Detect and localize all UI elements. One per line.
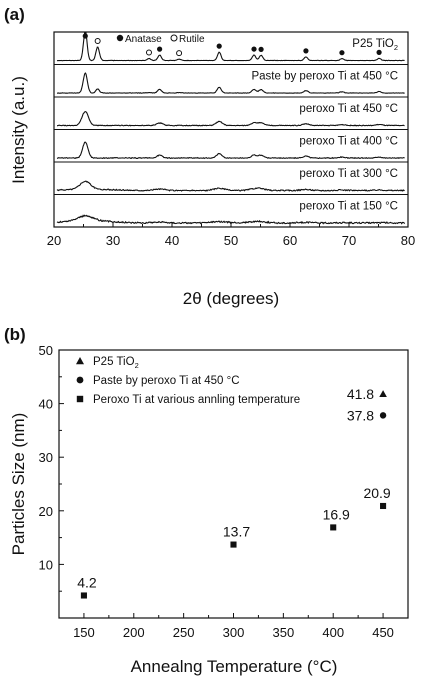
panel-a-series-labels: P25 TiO2 Paste by peroxo Ti at 450 °C pero…: [251, 38, 398, 213]
x-tick-label: 40: [165, 233, 179, 248]
panel-a: (a) Anatase Rutile P25 TiO2 Paste by pero…: [4, 5, 415, 308]
x-tick-label: 200: [123, 625, 145, 640]
x-tick-label: 250: [173, 625, 195, 640]
square-data-point: [230, 541, 237, 548]
anatase-marker: [251, 46, 257, 52]
square-legend-marker: [76, 395, 84, 403]
x-tick-label: 300: [223, 625, 245, 640]
rutile-marker: [176, 50, 183, 57]
legend-label: P25 TiO2: [93, 356, 139, 370]
x-tick-label: 400: [322, 625, 344, 640]
xrd-trace: [56, 32, 405, 62]
x-tick-label: 450: [372, 625, 394, 640]
series-label: Paste by peroxo Ti at 450 °C: [251, 71, 398, 83]
panel-b-legend: P25 TiO2 Paste by peroxo Ti at 450 °C Pero…: [76, 356, 300, 406]
anatase-marker: [303, 48, 309, 54]
triangle-legend-marker: [76, 357, 84, 365]
square-data-point: [80, 592, 87, 599]
panel-b: (b) 150 200 250 300 350 400 450 10 20 30 40 50 P25 …: [4, 325, 409, 676]
series-label: peroxo Ti at 450 °C: [299, 103, 398, 115]
legend-label: Paste by peroxo Ti at 450 °C: [93, 375, 240, 387]
series-label: peroxo Ti at 300 °C: [299, 168, 398, 180]
y-tick-label: 50: [39, 343, 53, 358]
rutile-legend-label: Rutile: [179, 34, 205, 45]
xrd-trace: [56, 72, 405, 94]
x-tick-label: 20: [47, 233, 61, 248]
panel-a-y-axis-label: Intensity (a.u.): [9, 76, 28, 184]
data-label: 41.8: [347, 386, 374, 402]
panel-a-traces: [56, 32, 406, 225]
panel-a-x-axis-label: 2θ (degrees): [183, 289, 279, 308]
panel-b-label: (b): [4, 325, 26, 344]
xrd-trace: [57, 111, 405, 127]
panel-a-phase-legend: Anatase Rutile: [116, 34, 205, 45]
data-label: 16.9: [323, 506, 350, 522]
x-tick-label: 50: [224, 233, 238, 248]
legend-label: Peroxo Ti at various annling temperature: [93, 394, 300, 406]
rutile-marker: [145, 49, 152, 56]
anatase-marker: [216, 43, 222, 49]
x-tick-label: 80: [401, 233, 415, 248]
anatase-marker: [258, 46, 264, 52]
x-tick-label: 60: [283, 233, 297, 248]
anatase-legend-marker: [116, 34, 124, 42]
panel-a-phase-markers: [82, 33, 382, 57]
series-label: peroxo Ti at 400 °C: [299, 136, 398, 148]
y-tick-label: 40: [39, 397, 53, 412]
y-tick-label: 20: [39, 504, 53, 519]
panel-a-dividers: [54, 64, 408, 195]
anatase-marker: [82, 33, 88, 39]
square-data-point: [330, 524, 337, 531]
panel-a-x-ticks: 20 30 40 50 60 70 80: [47, 222, 415, 248]
panel-a-label: (a): [4, 5, 25, 24]
rutile-marker: [94, 38, 101, 44]
panel-b-ticks: 150 200 250 300 350 400 450 10 20 30 40 50: [39, 343, 409, 640]
anatase-marker: [157, 46, 163, 52]
square-data-point: [380, 502, 387, 510]
anatase-legend-label: Anatase: [125, 34, 162, 45]
x-tick-label: 350: [273, 625, 295, 640]
series-label: peroxo Ti at 150 °C: [299, 201, 398, 213]
circle-data-point: [379, 412, 387, 419]
x-tick-label: 30: [106, 233, 120, 248]
circle-legend-marker: [76, 376, 84, 384]
xrd-trace: [56, 141, 405, 160]
series-label: P25 TiO2: [352, 38, 398, 52]
anatase-marker: [376, 49, 382, 56]
data-label: 4.2: [77, 574, 97, 590]
data-label: 20.9: [363, 485, 390, 501]
x-tick-label: 70: [342, 233, 356, 248]
triangle-data-point: [379, 390, 387, 397]
panel-b-y-axis-label: Particles Size (nm): [9, 413, 28, 556]
xrd-trace: [56, 180, 405, 192]
y-tick-label: 30: [39, 450, 53, 465]
anatase-marker: [339, 50, 345, 56]
x-tick-label: 150: [73, 625, 95, 640]
y-tick-label: 10: [39, 557, 53, 572]
panel-b-x-axis-label: Annealng Temperature (°C): [131, 657, 338, 676]
rutile-legend-marker: [170, 34, 178, 42]
data-label: 37.8: [347, 407, 374, 423]
panel-b-points: 41.8 37.8 4.2 13.7 16.9 20.9: [77, 386, 391, 599]
data-label: 13.7: [223, 524, 250, 540]
